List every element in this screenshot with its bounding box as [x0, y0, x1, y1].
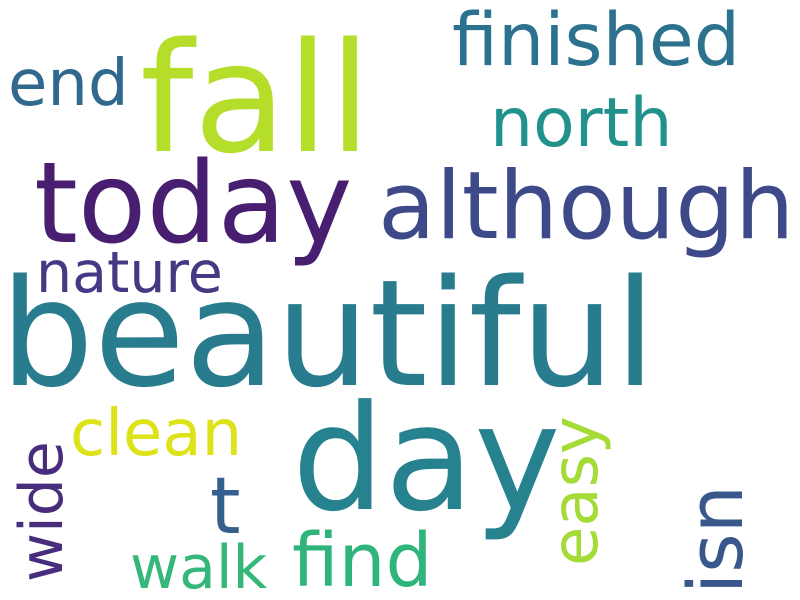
word-wide: wide — [7, 441, 77, 582]
word-nature: nature — [36, 240, 223, 306]
word-fall: fall — [140, 10, 372, 187]
word-easy: easy — [539, 416, 613, 566]
word-north: north — [490, 84, 673, 163]
word-end: end — [8, 47, 129, 121]
word-isn: isn — [671, 485, 760, 594]
word-although: although — [378, 152, 795, 261]
word-walk: walk — [130, 533, 268, 600]
word-beautiful: beautiful — [0, 248, 656, 420]
word-clean: clean — [70, 397, 243, 471]
word-today: today — [34, 139, 353, 269]
word-day: day — [292, 374, 561, 544]
word-finished: finished — [452, 0, 741, 83]
word-find: find — [292, 518, 433, 600]
word-t: t — [210, 462, 241, 552]
